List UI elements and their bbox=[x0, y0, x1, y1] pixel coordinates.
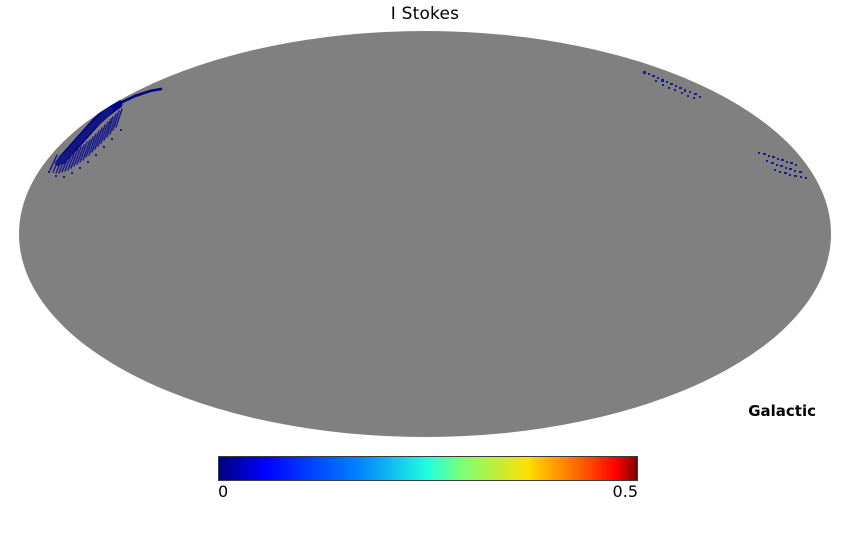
colorbar-max-label: 0.5 bbox=[612, 482, 638, 501]
sky-map[interactable] bbox=[0, 0, 850, 450]
scan-track-right bbox=[758, 152, 807, 179]
page-title: I Stokes bbox=[390, 4, 460, 24]
scan-track-upper-right bbox=[643, 71, 701, 99]
coordinate-system-label: Galactic bbox=[748, 402, 816, 420]
mollweide-projection bbox=[19, 31, 831, 437]
colorbar-tick-labels: 0 0.5 bbox=[218, 482, 638, 504]
colorbar-gradient[interactable] bbox=[218, 456, 638, 481]
masked-sky-region bbox=[19, 31, 831, 437]
colorbar[interactable]: 0 0.5 bbox=[218, 456, 638, 504]
scan-track-upper-left bbox=[48, 87, 163, 178]
data-pixels bbox=[48, 71, 807, 179]
colorbar-min-label: 0 bbox=[218, 482, 229, 501]
